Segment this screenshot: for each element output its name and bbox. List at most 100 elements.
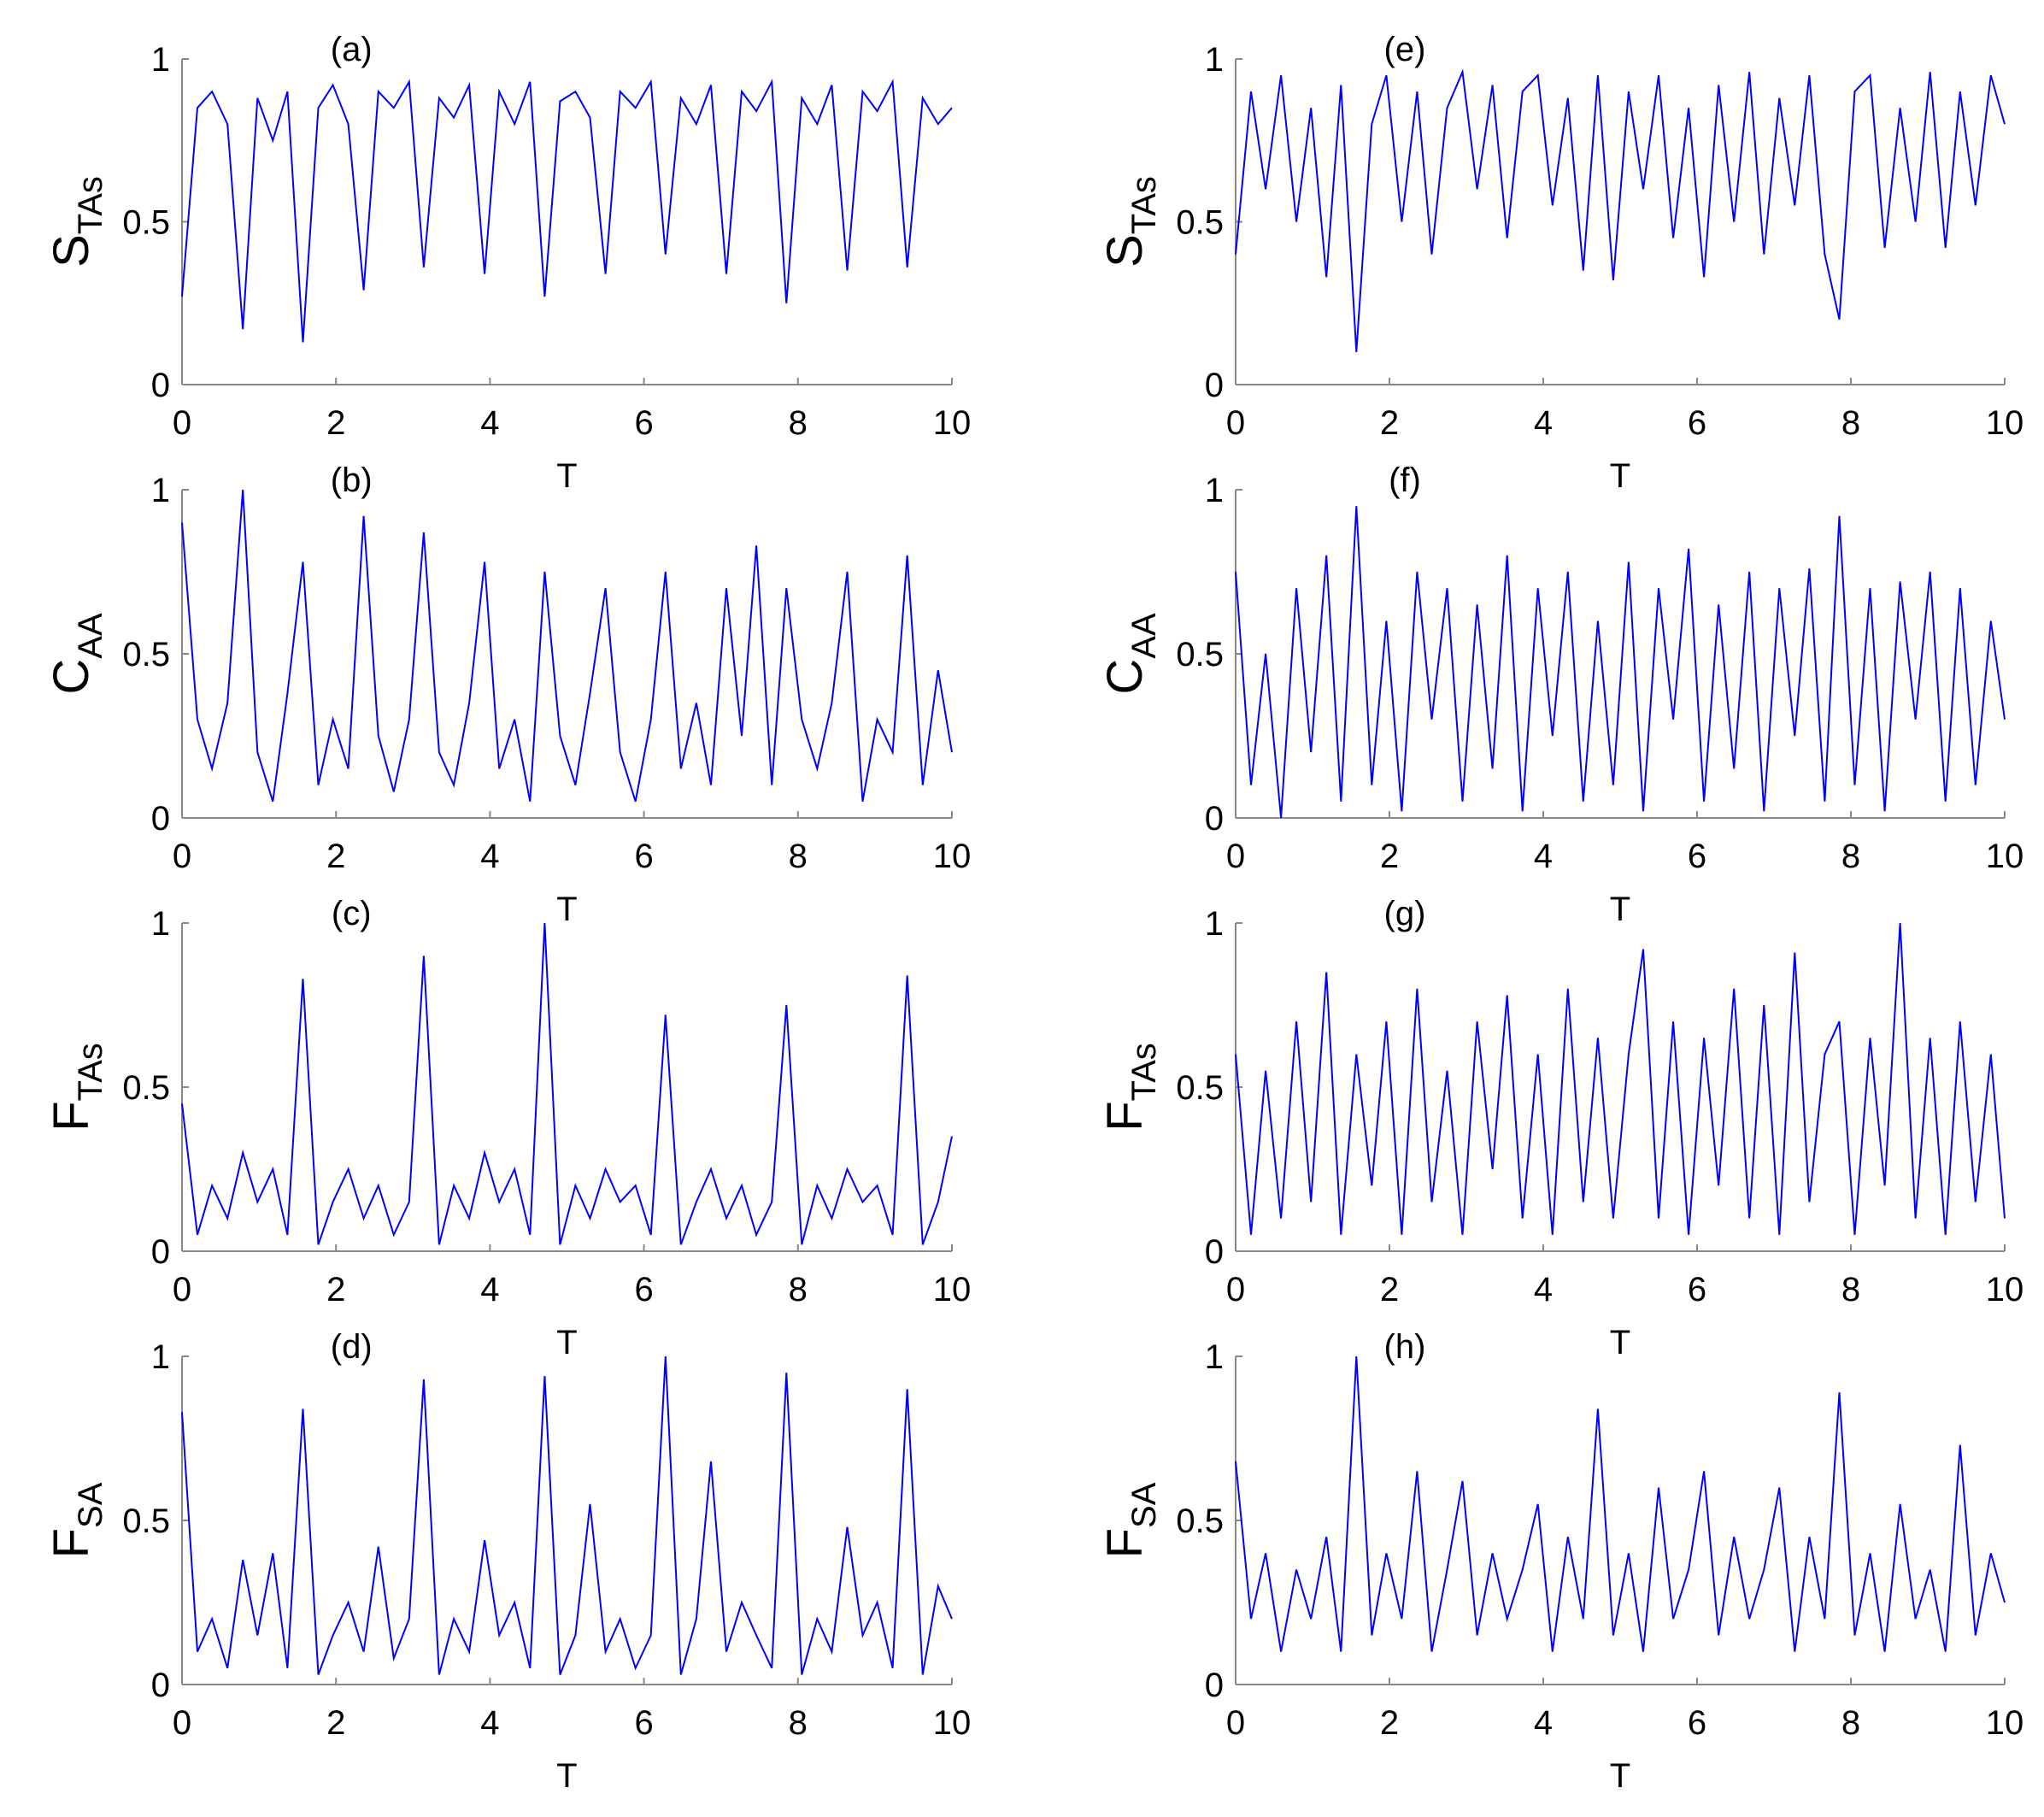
y-axis-label: CAA <box>1097 613 1163 695</box>
y-tick-label: 1 <box>1205 472 1224 509</box>
x-tick-label: 8 <box>789 838 808 875</box>
x-tick-label: 2 <box>1380 404 1399 442</box>
y-axis-label-sub: AA <box>1125 613 1163 659</box>
x-tick-label: 0 <box>173 404 191 442</box>
x-tick-label: 10 <box>1986 838 2024 875</box>
y-axis-label-sub: AA <box>72 613 109 659</box>
x-axis-label: T <box>1610 457 1630 495</box>
x-tick-label: 8 <box>1841 404 1860 442</box>
x-tick-label: 4 <box>480 1271 499 1308</box>
x-tick-label: 8 <box>1841 1704 1860 1742</box>
x-tick-label: 0 <box>1226 1704 1245 1742</box>
x-tick-label: 0 <box>173 1271 191 1308</box>
x-tick-label: 4 <box>1534 1704 1553 1742</box>
y-axis-label-main: F <box>1097 1101 1153 1131</box>
panel-label: (c) <box>332 895 372 932</box>
y-tick-label: 0 <box>1205 800 1224 838</box>
y-tick-label: 0.5 <box>122 1069 170 1107</box>
x-tick-label: 2 <box>326 404 345 442</box>
data-line <box>1235 1355 2006 1652</box>
x-tick-label: 0 <box>173 838 191 875</box>
x-tick-label: 6 <box>634 404 653 442</box>
x-tick-label: 2 <box>1380 838 1399 875</box>
y-tick-label: 0.5 <box>1176 1069 1224 1107</box>
y-axis-label-main: S <box>44 234 99 268</box>
x-axis-label: T <box>556 1757 577 1795</box>
x-tick-label: 2 <box>1380 1271 1399 1308</box>
y-tick-label: 0 <box>1205 367 1224 404</box>
panel-label: (a) <box>331 31 373 68</box>
x-tick-label: 8 <box>1841 1271 1860 1308</box>
y-axis-label-sub: TAs <box>72 1043 109 1101</box>
x-tick-label: 2 <box>1380 1704 1399 1742</box>
y-axis-label-main: F <box>44 1101 99 1131</box>
x-tick-label: 0 <box>1226 838 1245 875</box>
y-axis-label: STAs <box>44 176 109 268</box>
y-axis-label-sub: TAs <box>72 176 109 234</box>
y-tick-label: 1 <box>151 41 170 79</box>
x-tick-label: 2 <box>326 1271 345 1308</box>
y-tick-label: 0 <box>151 367 170 404</box>
panel-label: (f) <box>1389 462 1421 499</box>
data-line <box>1235 922 2006 1235</box>
y-tick-label: 0.5 <box>122 204 170 242</box>
x-tick-label: 10 <box>1986 1271 2024 1308</box>
x-tick-label: 2 <box>326 838 345 875</box>
x-axis-label: T <box>1610 1324 1630 1361</box>
y-axis-label-main: C <box>1097 659 1153 695</box>
y-axis-label-main: F <box>1097 1528 1153 1558</box>
y-axis-label: CAA <box>44 613 109 695</box>
data-line <box>181 79 953 343</box>
y-tick-label: 0.5 <box>1176 1502 1224 1540</box>
y-tick-label: 0.5 <box>1176 636 1224 673</box>
x-tick-label: 4 <box>1534 838 1553 875</box>
x-tick-label: 10 <box>933 1271 972 1308</box>
x-tick-label: 6 <box>1688 838 1706 875</box>
panel-label: (e) <box>1384 31 1426 68</box>
x-tick-label: 6 <box>1688 1704 1706 1742</box>
x-axis-label: T <box>556 457 577 495</box>
y-axis-label-main: S <box>1097 234 1153 268</box>
x-tick-label: 10 <box>1986 404 2024 442</box>
y-tick-label: 0 <box>151 1233 170 1271</box>
data-line <box>181 1355 953 1675</box>
y-tick-label: 0 <box>151 800 170 838</box>
x-axis-label: T <box>556 891 577 928</box>
y-axis-label: FTAs <box>44 1043 109 1132</box>
panel-label: (b) <box>331 462 373 499</box>
y-tick-label: 1 <box>151 1338 170 1376</box>
y-axis-label: FSA <box>1097 1482 1163 1558</box>
x-tick-label: 0 <box>1226 404 1245 442</box>
x-tick-label: 2 <box>326 1704 345 1742</box>
y-tick-label: 1 <box>1205 41 1224 79</box>
x-tick-label: 4 <box>480 838 499 875</box>
x-axis-label: T <box>1610 891 1630 928</box>
y-axis-label-sub: TAs <box>1125 176 1163 234</box>
x-tick-label: 6 <box>634 1271 653 1308</box>
x-tick-label: 10 <box>933 1704 972 1742</box>
x-tick-label: 10 <box>933 404 972 442</box>
y-axis-label: STAs <box>1097 176 1163 268</box>
x-tick-label: 4 <box>1534 404 1553 442</box>
y-tick-label: 0 <box>1205 1667 1224 1704</box>
y-tick-label: 1 <box>1205 905 1224 943</box>
x-tick-label: 8 <box>789 404 808 442</box>
y-axis-label-main: F <box>44 1528 99 1558</box>
x-tick-label: 0 <box>1226 1271 1245 1308</box>
y-tick-label: 0.5 <box>122 636 170 673</box>
x-tick-label: 0 <box>173 1704 191 1742</box>
panel-label: (g) <box>1384 895 1426 932</box>
panel-label: (h) <box>1384 1328 1426 1366</box>
x-tick-label: 6 <box>634 838 653 875</box>
y-axis-label: FSA <box>44 1482 109 1558</box>
y-axis-label-sub: SA <box>1125 1482 1163 1528</box>
y-axis-label-sub: TAs <box>1125 1043 1163 1101</box>
data-line <box>1235 68 2006 352</box>
y-axis-label-sub: SA <box>72 1482 109 1528</box>
